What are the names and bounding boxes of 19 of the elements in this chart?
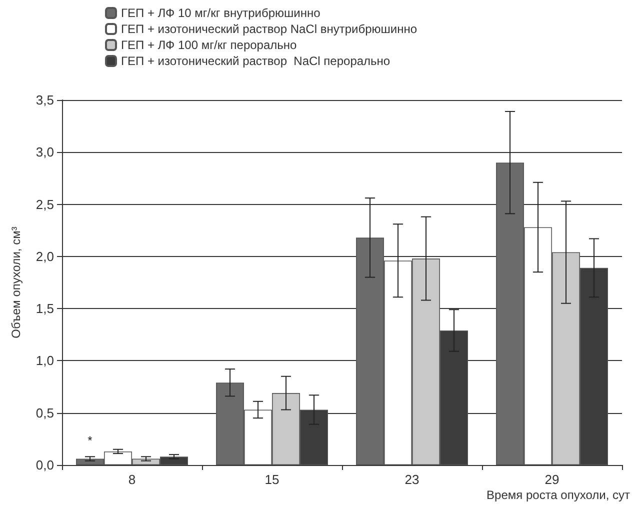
x-tick-label: 23 [404,472,420,487]
y-tick-label: 0,0 [36,458,54,472]
y-tick-label: 2,0 [36,248,54,264]
y-tick-label: 3,0 [36,144,54,160]
y-tick-label: 3,5 [36,92,54,108]
x-tick-label: 29 [544,472,560,487]
x-axis-title: Время роста опухоли, сут [486,488,630,502]
legend-label: ГЕП + ЛФ 100 мг/кг перорально [121,38,298,52]
x-tick-label: 8 [128,472,136,487]
y-tick-label: 0,5 [36,405,54,420]
data-label: * [88,434,93,448]
legend-label: ГЕП + изотонический раствор NaCl внутрибрюшинно [121,22,418,36]
legend-label: ГЕП + изотонический раствор NaCl перорально [121,54,390,68]
y-tick-label: 2,5 [36,196,54,212]
y-axis-title: Объем опухоли, см³ [9,226,23,338]
y-tick-label: 1,5 [36,301,54,316]
y-tick-label: 1,0 [36,353,54,368]
x-tick-label: 15 [264,472,280,487]
legend-label: ГЕП + ЛФ 10 мг/кг внутрибрюшинно [121,6,321,20]
